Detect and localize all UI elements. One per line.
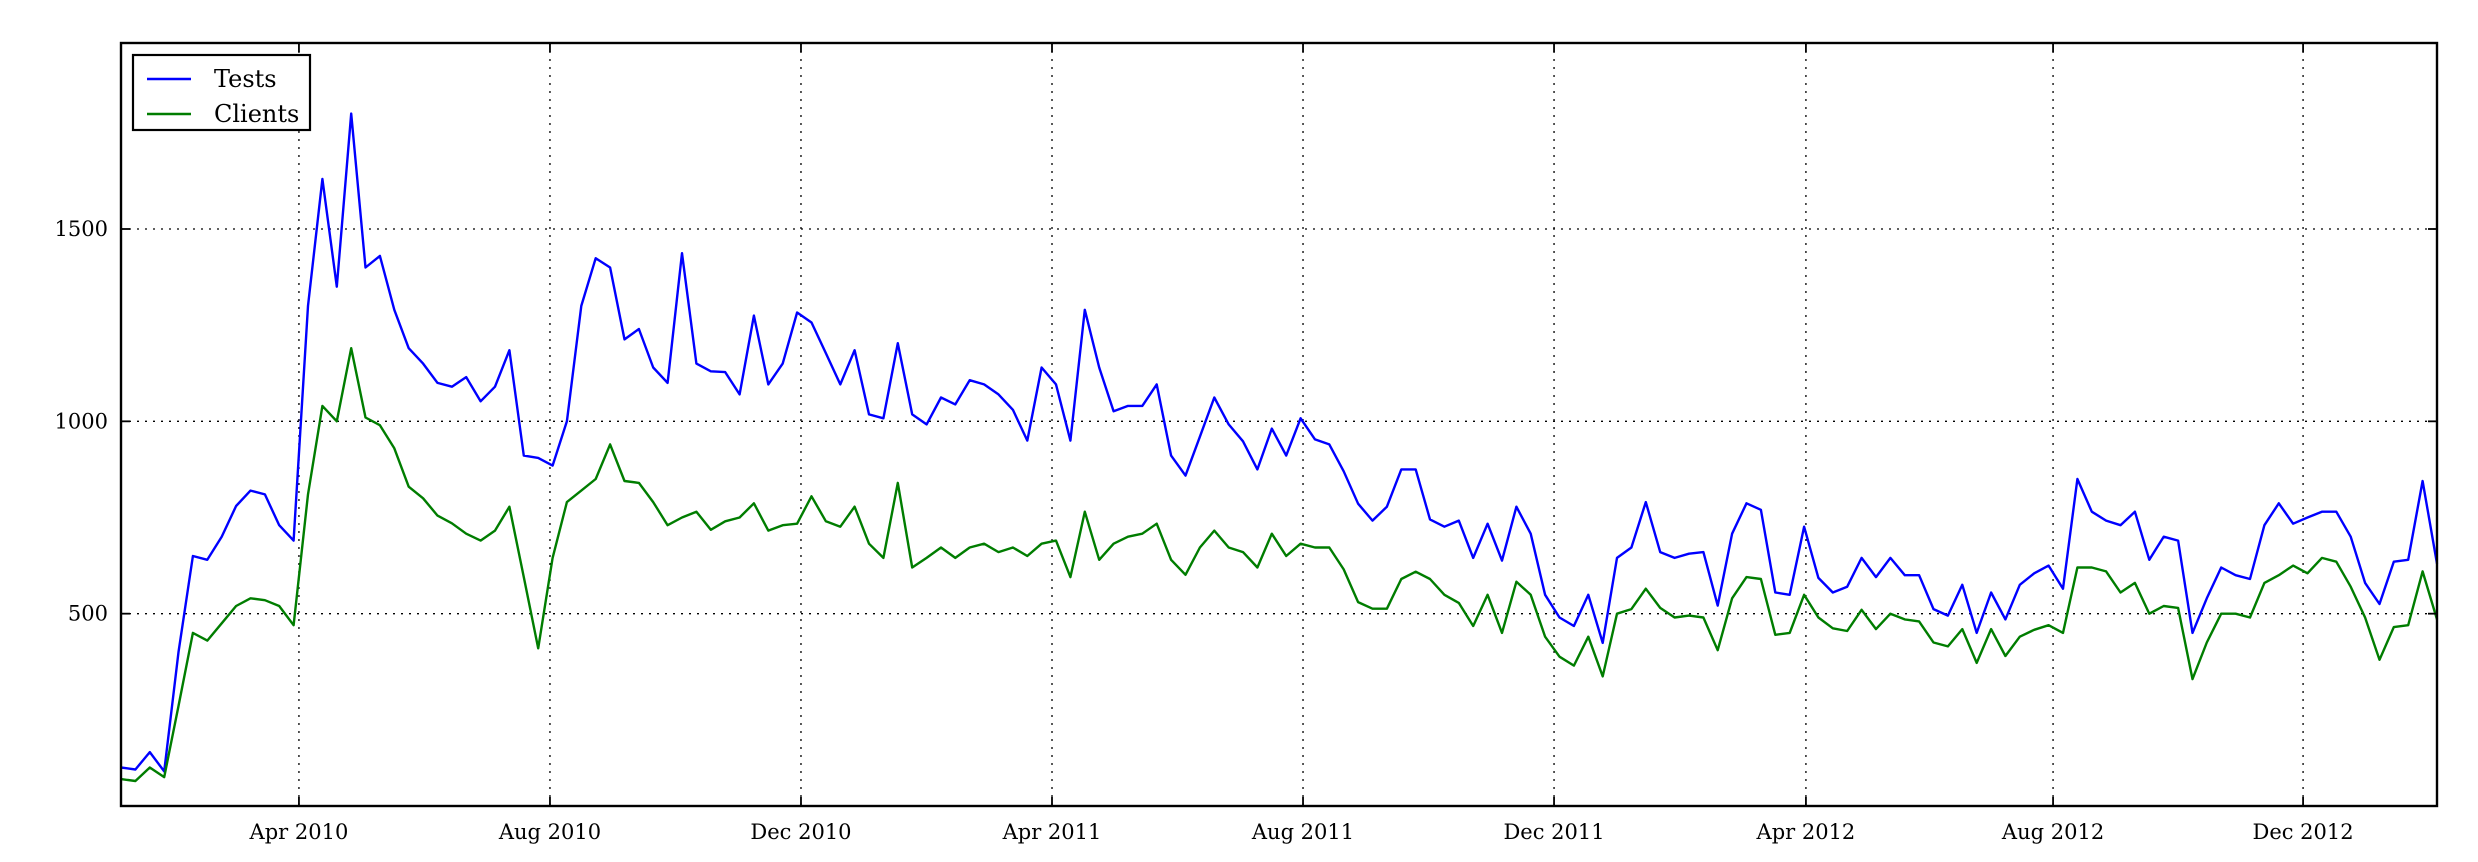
legend-label-clients: Clients xyxy=(214,100,299,128)
x-tick-label: Apr 2011 xyxy=(1002,820,1102,844)
plot-border xyxy=(119,41,2439,808)
legend-label-tests: Tests xyxy=(214,65,277,93)
legend-box xyxy=(131,53,312,132)
x-tick-label: Aug 2011 xyxy=(1251,820,1354,844)
legend: Tests Clients xyxy=(131,53,312,132)
y-tick-label: 1000 xyxy=(55,409,108,433)
x-tick-label: Apr 2012 xyxy=(1756,820,1856,844)
x-tick-label: Dec 2011 xyxy=(1503,820,1604,844)
x-tick-label: Dec 2010 xyxy=(750,820,851,844)
gridlines xyxy=(121,43,2437,806)
series-line-tests xyxy=(120,112,2439,773)
x-tick-label: Aug 2012 xyxy=(2001,820,2104,844)
x-tick-label: Dec 2012 xyxy=(2252,820,2353,844)
x-tick-label: Apr 2010 xyxy=(249,820,349,844)
y-tick-label: 500 xyxy=(68,602,108,626)
y-tick-label: 1500 xyxy=(55,217,108,241)
x-tick-label: Aug 2010 xyxy=(498,820,601,844)
tick-marks xyxy=(121,43,2437,806)
series-line-clients xyxy=(120,347,2439,783)
